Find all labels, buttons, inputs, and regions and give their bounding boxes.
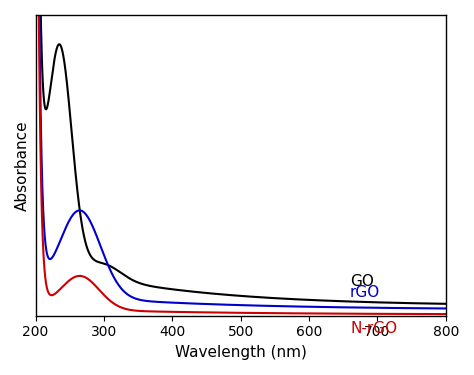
- Text: N-rGO: N-rGO: [350, 321, 397, 336]
- Y-axis label: Absorbance: Absorbance: [15, 120, 30, 211]
- X-axis label: Wavelength (nm): Wavelength (nm): [175, 345, 307, 360]
- Text: GO: GO: [350, 274, 374, 290]
- Text: rGO: rGO: [350, 285, 380, 300]
